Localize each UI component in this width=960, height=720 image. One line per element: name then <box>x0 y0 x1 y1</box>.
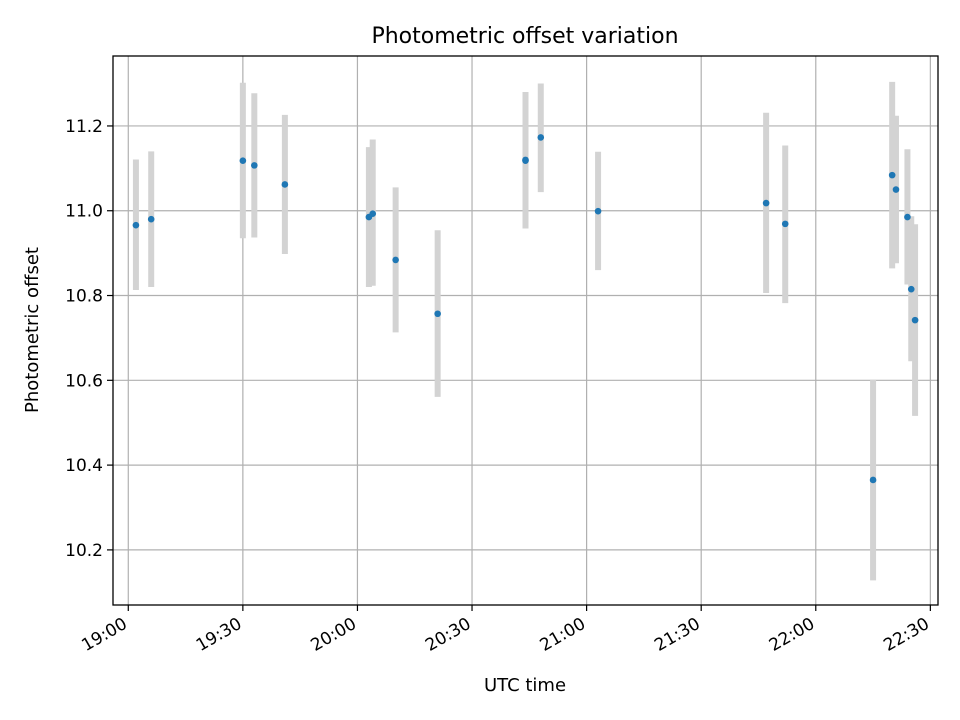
y-tick-label: 10.4 <box>65 456 103 476</box>
y-tick-label: 11.2 <box>65 117 103 137</box>
data-point <box>239 157 247 165</box>
data-point <box>762 199 770 207</box>
data-point <box>911 316 919 324</box>
y-tick-label: 10.6 <box>65 371 103 391</box>
data-point <box>147 215 155 223</box>
data-point <box>888 171 896 179</box>
data-point <box>781 220 789 228</box>
data-point <box>907 285 915 293</box>
data-point <box>892 186 900 193</box>
data-point <box>281 181 289 188</box>
data-point <box>537 134 545 141</box>
data-point <box>251 162 258 169</box>
y-tick-label: 11.0 <box>65 202 103 222</box>
data-points <box>132 134 919 484</box>
data-point <box>869 476 877 484</box>
y-tick-label: 10.8 <box>65 287 103 307</box>
chart-title: Photometric offset variation <box>371 24 678 49</box>
data-point <box>904 213 911 221</box>
data-point <box>392 256 399 264</box>
y-axis-label: Photometric offset <box>22 247 43 413</box>
data-point <box>132 221 140 229</box>
y-axis-ticks: 10.2 10.4 10.6 10.8 11.0 11.2 <box>65 117 113 561</box>
data-point <box>434 310 441 318</box>
y-tick-label: 10.2 <box>65 541 103 561</box>
data-point <box>369 210 377 218</box>
data-point <box>594 207 602 215</box>
data-point <box>522 156 529 164</box>
plot-frame <box>112 55 939 606</box>
x-axis-label: UTC time <box>484 675 566 696</box>
